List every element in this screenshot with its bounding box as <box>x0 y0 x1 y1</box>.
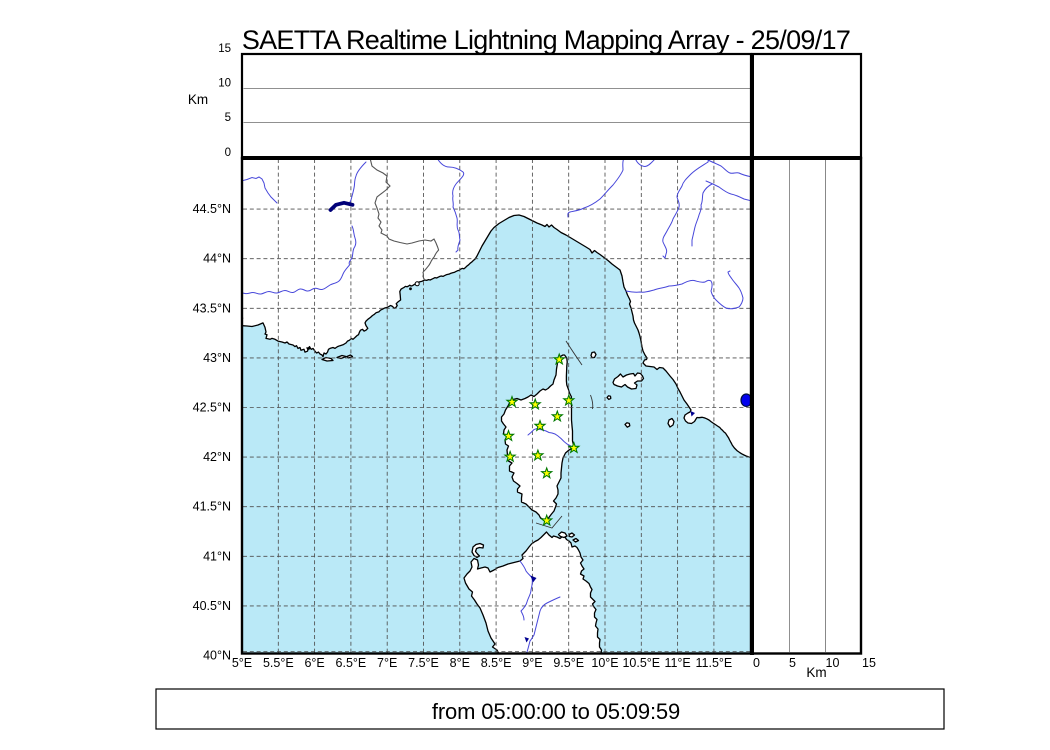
svg-text:40.5°N: 40.5°N <box>193 599 231 613</box>
svg-text:43.5°N: 43.5°N <box>193 301 231 315</box>
svg-text:Km: Km <box>806 665 826 680</box>
svg-text:9°E: 9°E <box>522 656 542 670</box>
svg-text:5.5°E: 5.5°E <box>263 656 294 670</box>
svg-text:42°N: 42°N <box>203 450 231 464</box>
svg-text:5: 5 <box>789 656 796 670</box>
svg-text:10: 10 <box>218 78 231 90</box>
svg-text:10°E: 10°E <box>591 656 618 670</box>
svg-text:6°E: 6°E <box>304 656 324 670</box>
svg-text:40°N: 40°N <box>203 649 231 663</box>
svg-text:11°E: 11°E <box>664 656 690 670</box>
svg-text:10.5°E: 10.5°E <box>622 656 660 670</box>
svg-text:41°N: 41°N <box>203 549 231 563</box>
svg-text:7.5°E: 7.5°E <box>408 656 439 670</box>
svg-text:9.5°E: 9.5°E <box>553 656 584 670</box>
svg-text:Km: Km <box>188 92 208 107</box>
svg-text:0: 0 <box>225 147 231 159</box>
svg-text:15: 15 <box>218 43 231 55</box>
svg-text:8.5°E: 8.5°E <box>481 656 512 670</box>
svg-text:44.5°N: 44.5°N <box>193 202 231 216</box>
svg-text:43°N: 43°N <box>203 351 231 365</box>
svg-text:SAETTA Realtime Lightning Mapp: SAETTA Realtime Lightning Mapping Array … <box>242 25 850 55</box>
svg-text:44°N: 44°N <box>203 252 231 266</box>
svg-text:11.5°E: 11.5°E <box>696 656 733 670</box>
svg-text:5: 5 <box>225 112 231 124</box>
svg-text:42.5°N: 42.5°N <box>193 401 231 415</box>
svg-text:from 05:00:00 to 05:09:59: from 05:00:00 to 05:09:59 <box>432 699 680 724</box>
svg-text:8°E: 8°E <box>450 656 470 670</box>
svg-text:41.5°N: 41.5°N <box>193 500 231 514</box>
svg-text:5°E: 5°E <box>232 656 252 670</box>
svg-text:6.5°E: 6.5°E <box>336 656 367 670</box>
svg-text:15: 15 <box>862 656 876 670</box>
svg-text:10: 10 <box>826 656 840 670</box>
svg-text:7°E: 7°E <box>377 656 397 670</box>
svg-text:0: 0 <box>753 656 760 670</box>
